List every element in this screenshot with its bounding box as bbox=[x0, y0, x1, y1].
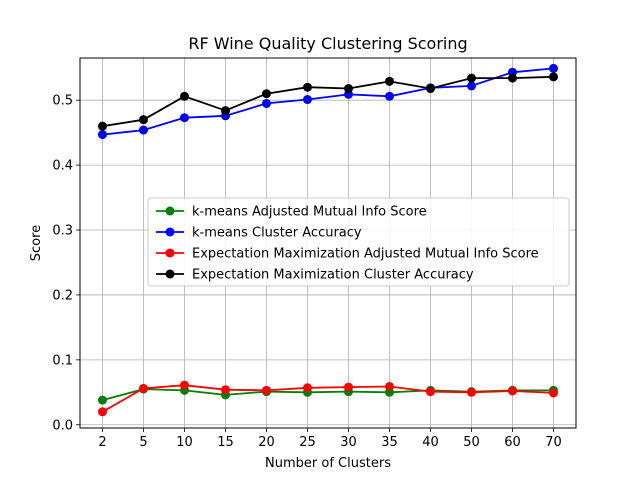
data-point bbox=[180, 91, 189, 101]
data-point bbox=[262, 385, 271, 395]
legend-item: Expectation Maximization Adjusted Mutual… bbox=[156, 247, 539, 262]
x-tick-label: 2 bbox=[98, 435, 106, 450]
data-point bbox=[385, 76, 394, 86]
legend-label: k-means Cluster Accuracy bbox=[192, 226, 362, 241]
plot-frame bbox=[79, 57, 577, 429]
legend-item: k-means Adjusted Mutual Info Score bbox=[156, 205, 427, 220]
data-point bbox=[221, 106, 230, 116]
y-tick-label: 0.3 bbox=[52, 224, 73, 239]
data-point bbox=[549, 72, 558, 82]
data-point bbox=[467, 387, 476, 397]
x-tick-label: 30 bbox=[340, 435, 357, 450]
x-tick-label: 25 bbox=[299, 435, 316, 450]
data-point bbox=[385, 381, 394, 391]
data-point bbox=[262, 89, 271, 99]
data-point bbox=[426, 84, 435, 94]
series-group bbox=[98, 63, 558, 417]
data-point bbox=[180, 113, 189, 123]
data-point bbox=[139, 383, 148, 393]
data-point bbox=[98, 395, 107, 405]
legend-marker bbox=[165, 206, 175, 216]
data-point bbox=[549, 63, 558, 73]
data-point bbox=[262, 98, 271, 108]
data-point bbox=[426, 387, 435, 397]
y-tick-label: 0.5 bbox=[52, 94, 73, 109]
data-point bbox=[508, 386, 517, 396]
x-tick-label: 50 bbox=[463, 435, 480, 450]
x-tick-label: 20 bbox=[258, 435, 275, 450]
legend-label: Expectation Maximization Cluster Accurac… bbox=[192, 268, 474, 283]
data-point bbox=[344, 84, 353, 94]
legend-label: Expectation Maximization Adjusted Mutual… bbox=[192, 247, 539, 262]
x-axis: 2 5 10 15 20 25 30 35 40 50 60 70 bbox=[98, 428, 562, 450]
legend-marker bbox=[165, 269, 175, 279]
x-tick-label: 5 bbox=[139, 435, 147, 450]
series-3 bbox=[98, 380, 558, 417]
x-tick-label: 40 bbox=[422, 435, 439, 450]
data-point bbox=[303, 82, 312, 92]
x-tick-label: 60 bbox=[504, 435, 521, 450]
data-point bbox=[508, 73, 517, 83]
data-point bbox=[139, 125, 148, 135]
data-point bbox=[467, 73, 476, 83]
y-tick-label: 0.1 bbox=[52, 353, 73, 368]
legend-item: Expectation Maximization Cluster Accurac… bbox=[156, 268, 474, 283]
data-point bbox=[139, 115, 148, 125]
series-line bbox=[102, 67, 554, 136]
y-axis: 0.0 0.1 0.2 0.3 0.4 0.5 bbox=[52, 94, 80, 433]
data-point bbox=[221, 385, 230, 395]
series-4 bbox=[98, 72, 558, 131]
legend-marker bbox=[165, 227, 175, 237]
series-line bbox=[102, 384, 554, 413]
series-line bbox=[102, 75, 554, 128]
x-tick-label: 10 bbox=[176, 435, 193, 450]
data-point bbox=[549, 388, 558, 398]
x-tick-label: 35 bbox=[381, 435, 398, 450]
data-point bbox=[98, 407, 107, 417]
x-tick-label: 70 bbox=[545, 435, 562, 450]
y-tick-label: 0.2 bbox=[52, 288, 73, 303]
x-tick-label: 15 bbox=[217, 435, 234, 450]
legend-item: k-means Cluster Accuracy bbox=[156, 226, 362, 241]
data-point bbox=[303, 383, 312, 393]
data-point bbox=[467, 81, 476, 91]
legend-marker bbox=[165, 248, 175, 258]
data-point bbox=[180, 380, 189, 390]
y-tick-label: 0.0 bbox=[52, 418, 73, 433]
data-point bbox=[98, 121, 107, 131]
y-tick-label: 0.4 bbox=[52, 159, 73, 174]
legend: k-means Adjusted Mutual Info Score k-mean… bbox=[147, 197, 570, 287]
chart-title: RF Wine Quality Clustering Scoring bbox=[188, 34, 467, 53]
data-point bbox=[385, 91, 394, 101]
data-point bbox=[303, 95, 312, 105]
y-axis-label: Score bbox=[29, 225, 44, 261]
legend-box bbox=[147, 197, 570, 287]
x-axis-label: Number of Clusters bbox=[265, 456, 391, 471]
data-point bbox=[98, 130, 107, 140]
legend-label: k-means Adjusted Mutual Info Score bbox=[192, 205, 427, 220]
data-point bbox=[344, 382, 353, 392]
